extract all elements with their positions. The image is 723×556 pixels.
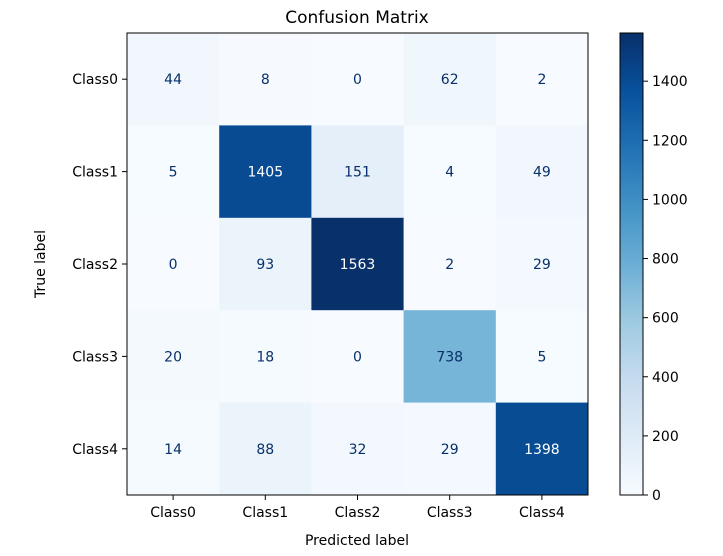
matrix-cell bbox=[311, 217, 405, 311]
matrix-cell bbox=[127, 125, 220, 219]
matrix-cell bbox=[127, 33, 220, 126]
matrix-cell bbox=[495, 402, 589, 496]
matrix-cell bbox=[311, 33, 405, 126]
cell-value-label: 0 bbox=[353, 72, 362, 88]
colorbar-tick-label: 400 bbox=[652, 370, 679, 386]
y-tick-label: Class2 bbox=[72, 257, 118, 273]
x-tick-label: Class4 bbox=[519, 505, 565, 521]
colorbar-tick-label: 600 bbox=[652, 311, 679, 327]
matrix-cell bbox=[219, 217, 312, 311]
chart-title: Confusion Matrix bbox=[285, 8, 429, 28]
cell-value-label: 93 bbox=[256, 257, 274, 273]
cell-value-label: 62 bbox=[441, 72, 459, 88]
cell-value-label: 29 bbox=[533, 257, 551, 273]
matrix-cell bbox=[403, 125, 497, 219]
colorbar-tick-label: 0 bbox=[652, 488, 661, 504]
matrix-cell bbox=[219, 125, 312, 219]
matrix-cell bbox=[219, 33, 312, 126]
x-axis-label: Predicted label bbox=[305, 533, 409, 549]
cell-value-label: 44 bbox=[164, 72, 182, 88]
matrix-cell bbox=[495, 310, 589, 404]
cell-value-label: 151 bbox=[344, 165, 371, 181]
matrix-cell bbox=[127, 402, 220, 496]
cell-value-label: 8 bbox=[261, 72, 270, 88]
matrix-cell bbox=[495, 217, 589, 311]
colorbar-tick-label: 1200 bbox=[652, 133, 688, 149]
y-tick-label: Class4 bbox=[72, 442, 118, 458]
matrix-cell bbox=[219, 310, 312, 404]
cell-value-label: 20 bbox=[164, 349, 182, 365]
matrix-cells: 44 8 0 62 2 5 1405 151 4 49 0 93 1563 2 29 20 18 0 738 5 14 8… bbox=[127, 33, 589, 496]
colorbar-ticks: 0 200 400 600 800 1000 1200 1400 bbox=[643, 74, 688, 504]
matrix-cell bbox=[403, 33, 497, 126]
cell-value-label: 14 bbox=[164, 442, 182, 458]
matrix-cell bbox=[127, 217, 220, 311]
matrix-cell bbox=[311, 310, 405, 404]
cell-value-label: 2 bbox=[537, 72, 546, 88]
x-tick-label: Class0 bbox=[150, 505, 196, 521]
cell-value-label: 5 bbox=[169, 165, 178, 181]
matrix-cell bbox=[127, 310, 220, 404]
cell-value-label: 1563 bbox=[340, 257, 376, 273]
cell-value-label: 5 bbox=[537, 349, 546, 365]
x-tick-label: Class1 bbox=[242, 505, 288, 521]
matrix-cell bbox=[403, 217, 497, 311]
matrix-cell bbox=[311, 402, 405, 496]
cell-value-label: 4 bbox=[445, 165, 454, 181]
cell-value-label: 0 bbox=[353, 349, 362, 365]
cell-value-label: 738 bbox=[436, 349, 463, 365]
cell-value-label: 49 bbox=[533, 165, 551, 181]
y-tick-label: Class0 bbox=[72, 72, 118, 88]
cell-value-label: 29 bbox=[441, 442, 459, 458]
colorbar bbox=[619, 32, 644, 496]
cell-value-label: 18 bbox=[256, 349, 274, 365]
matrix-cell bbox=[495, 33, 589, 126]
cell-value-label: 0 bbox=[169, 257, 178, 273]
x-tick-label: Class2 bbox=[335, 505, 381, 521]
matrix-cell bbox=[219, 402, 312, 496]
x-axis: Class0 Class1 Class2 Class3 Class4 bbox=[150, 495, 565, 521]
colorbar-tick-label: 1400 bbox=[652, 74, 688, 90]
matrix-cell bbox=[403, 402, 497, 496]
y-axis: Class0 Class1 Class2 Class3 Class4 bbox=[72, 72, 127, 458]
cell-value-label: 88 bbox=[256, 442, 274, 458]
cell-value-label: 1398 bbox=[524, 442, 560, 458]
y-tick-label: Class1 bbox=[72, 165, 118, 181]
cell-value-label: 32 bbox=[349, 442, 367, 458]
cell-value-label: 2 bbox=[445, 257, 454, 273]
matrix-cell bbox=[311, 125, 405, 219]
cell-value-label: 1405 bbox=[247, 165, 283, 181]
colorbar-tick-label: 200 bbox=[652, 429, 679, 445]
matrix-cell bbox=[495, 125, 589, 219]
matrix-cell bbox=[403, 310, 497, 404]
y-tick-label: Class3 bbox=[72, 349, 118, 365]
colorbar-tick-label: 1000 bbox=[652, 192, 688, 208]
colorbar-tick-label: 800 bbox=[652, 252, 679, 268]
y-axis-label: True label bbox=[33, 230, 49, 299]
x-tick-label: Class3 bbox=[427, 505, 473, 521]
